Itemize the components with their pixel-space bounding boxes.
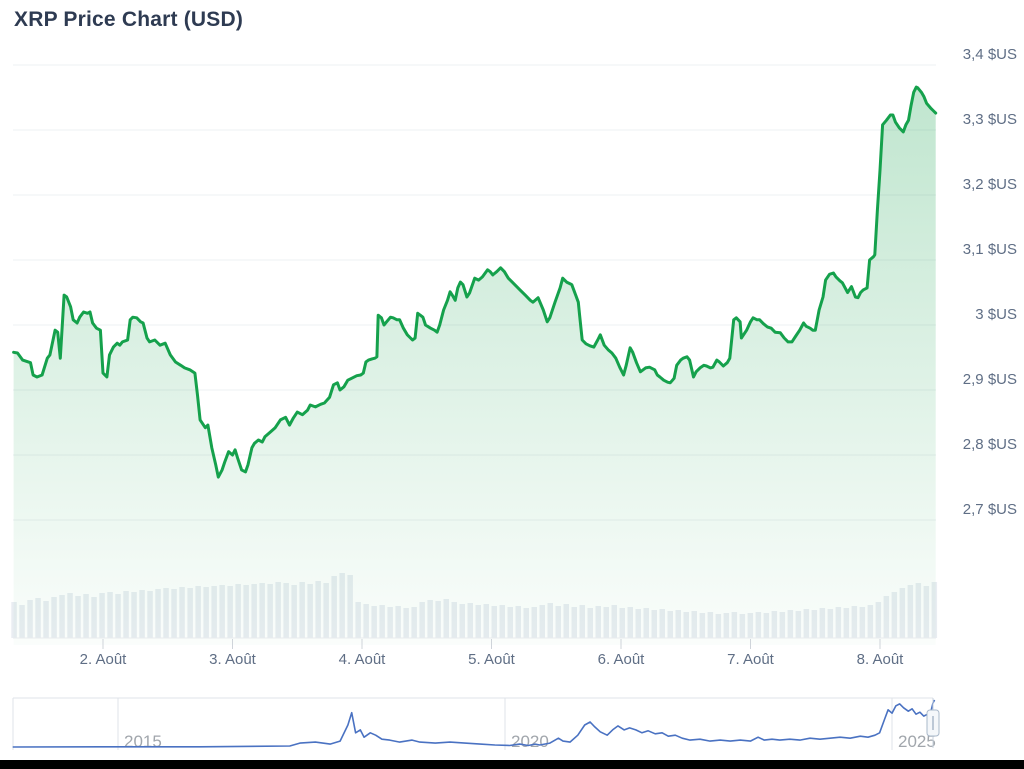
y-axis-label: 3,3 $US [963, 111, 1017, 128]
x-axis-label: 3. Août [209, 651, 257, 668]
page-title: XRP Price Chart (USD) [14, 8, 244, 31]
y-axis-label: 3 $US [975, 306, 1017, 323]
navigator-year-label: 2015 [124, 732, 162, 751]
x-axis-label: 6. Août [598, 651, 646, 668]
x-axis-label: 7. Août [727, 651, 775, 668]
y-axis-label: 2,8 $US [963, 436, 1017, 453]
y-axis-label: 3,2 $US [963, 176, 1017, 193]
navigator-series-line [12, 699, 936, 748]
navigator-year-label: 2020 [511, 732, 549, 751]
plot-area[interactable] [13, 45, 936, 645]
y-axis-label: 2,9 $US [963, 371, 1017, 388]
price-area [13, 87, 936, 646]
navigator-handle[interactable] [926, 709, 940, 737]
y-axis-label: 2,7 $US [963, 501, 1017, 518]
x-axis-label: 8. Août [857, 651, 905, 668]
x-axis-label: 4. Août [339, 651, 387, 668]
price-line [12, 85, 938, 479]
x-axis-labels: 2. Août 3. Août 4. Août 5. Août 6. Août 7. Ao… [80, 651, 905, 668]
y-axis-label: 3,1 $US [963, 241, 1017, 258]
y-axis-label: 3,4 $US [963, 46, 1017, 63]
y-axis-labels: 3,4 $US 3,3 $US 3,2 $US 3,1 $US 3 $US 2,9 $US… [963, 46, 1017, 518]
navigator[interactable]: 2015 2020 2025 [12, 697, 940, 751]
x-axis-ticks [102, 639, 881, 649]
bottom-black-bar [0, 760, 1024, 769]
x-axis-label: 5. Août [468, 651, 516, 668]
navigator-year-label: 2025 [898, 732, 936, 751]
x-axis-label: 2. Août [80, 651, 128, 668]
